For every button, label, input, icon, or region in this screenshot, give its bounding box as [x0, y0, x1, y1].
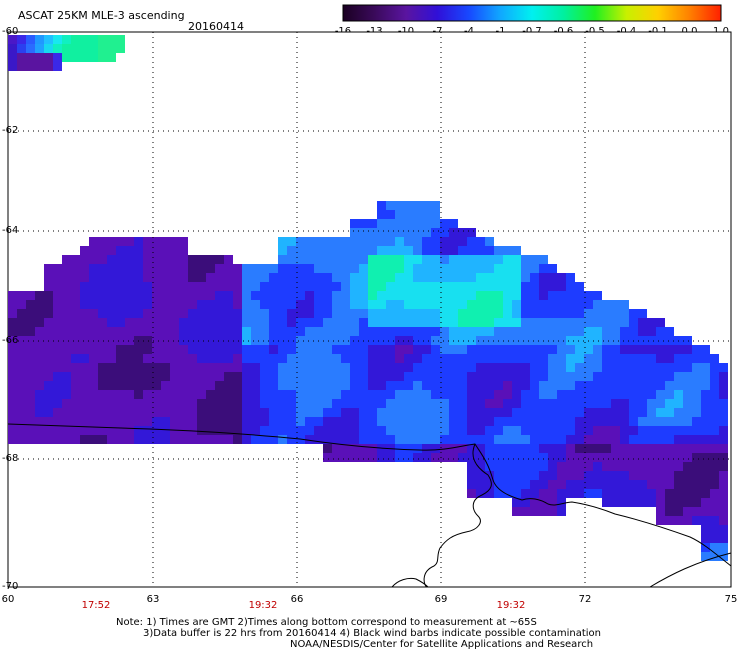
time-label: 17:52: [81, 600, 111, 611]
lon-label: 63: [146, 594, 160, 605]
lat-label: -66: [2, 335, 19, 346]
map-title: ASCAT 25KM MLE-3 ascending: [18, 9, 185, 22]
lat-label: -62: [2, 125, 19, 136]
lat-label: -64: [2, 225, 19, 236]
lat-label: -68: [2, 453, 19, 464]
coastline-east: [649, 552, 732, 588]
backscatter-swath: [8, 35, 728, 561]
lon-label: 60: [1, 594, 15, 605]
time-label: 19:32: [496, 600, 526, 611]
lon-label: 69: [434, 594, 448, 605]
lat-label: -60: [2, 26, 19, 37]
lat-lon-grid: [8, 32, 731, 587]
ice-shelf-edge: [391, 577, 429, 588]
colorbar-gradient: [342, 4, 722, 22]
note-line-2: 3)Data buffer is 22 hrs from 20160414 4)…: [143, 628, 601, 639]
note-line-1: Note: 1) Times are GMT 2)Times along bot…: [116, 617, 537, 628]
map-date: 20160414: [188, 20, 244, 33]
coastline: [7, 423, 732, 567]
lon-label: 66: [290, 594, 304, 605]
note-line-3: NOAA/NESDIS/Center for Satellite Applica…: [290, 639, 594, 650]
lat-label: -70: [2, 581, 19, 592]
lon-label: 75: [724, 594, 738, 605]
time-label: 19:32: [248, 600, 278, 611]
glacier-outline: [423, 443, 492, 588]
lon-label: 72: [578, 594, 592, 605]
